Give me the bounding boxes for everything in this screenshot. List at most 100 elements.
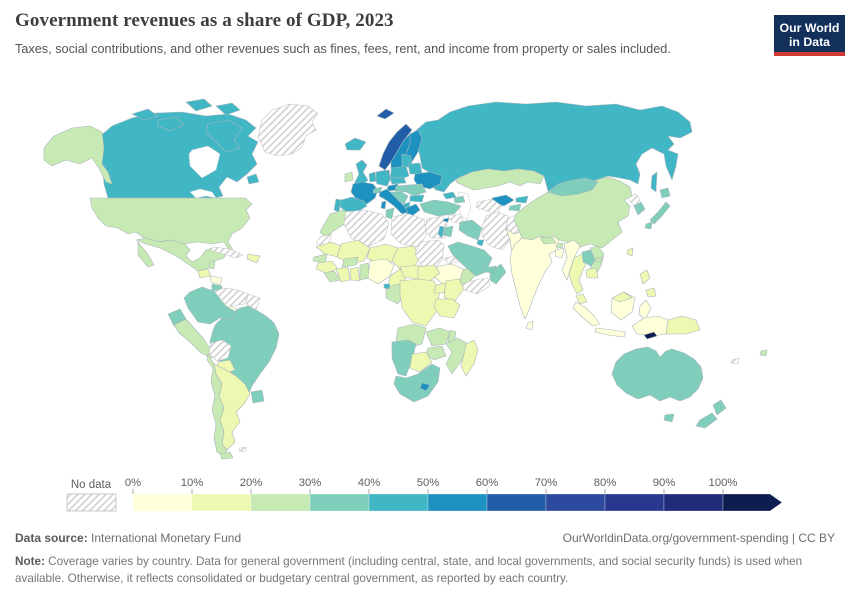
- country-venezuela[interactable]: [213, 287, 249, 307]
- country-azerbaijan[interactable]: [453, 195, 466, 204]
- country-uae[interactable]: [483, 265, 497, 274]
- legend-bin-0-10%[interactable]: [132, 493, 193, 512]
- country-mexico-baja[interactable]: [137, 241, 155, 268]
- country-malaysia-peninsula[interactable]: [575, 293, 588, 305]
- country-lesotho[interactable]: [419, 382, 431, 392]
- country-sumatra[interactable]: [572, 301, 601, 327]
- country-mongolia[interactable]: [547, 177, 599, 197]
- country-drc[interactable]: [399, 278, 441, 327]
- country-sri-lanka[interactable]: [525, 320, 534, 331]
- country-burkina-faso[interactable]: [341, 256, 359, 268]
- country-belize[interactable]: [208, 260, 216, 270]
- country-russia[interactable]: [413, 101, 693, 193]
- country-ivory-coast[interactable]: [335, 266, 351, 283]
- country-guatemala[interactable]: [197, 268, 212, 279]
- country-guinea[interactable]: [315, 260, 339, 274]
- country-nz-north[interactable]: [712, 399, 727, 416]
- country-malaysia-borneo[interactable]: [611, 291, 633, 303]
- country-colombia[interactable]: [183, 286, 237, 325]
- legend-bin-70-80%[interactable]: [545, 493, 606, 512]
- country-canada-newfoundland[interactable]: [246, 173, 260, 185]
- legend-bin-60-70%[interactable]: [486, 493, 547, 512]
- country-north-korea[interactable]: [627, 193, 641, 207]
- country-senegal[interactable]: [312, 253, 328, 264]
- country-saudi-arabia[interactable]: [447, 241, 493, 277]
- country-georgia[interactable]: [442, 191, 457, 200]
- country-java[interactable]: [594, 327, 627, 338]
- country-tanzania[interactable]: [433, 298, 461, 319]
- country-bangladesh[interactable]: [554, 247, 565, 259]
- country-nepal[interactable]: [539, 236, 557, 245]
- country-ghana[interactable]: [349, 266, 361, 282]
- country-turkey[interactable]: [419, 199, 462, 217]
- country-namibia[interactable]: [391, 339, 417, 377]
- country-mali[interactable]: [336, 239, 371, 265]
- country-madagascar[interactable]: [460, 339, 479, 377]
- country-papua-new-guinea[interactable]: [665, 315, 701, 335]
- legend-bin-100%+[interactable]: [722, 493, 783, 512]
- country-kazakhstan[interactable]: [455, 168, 545, 191]
- country-greenland[interactable]: [257, 103, 319, 157]
- country-guyanas[interactable]: [245, 293, 261, 311]
- country-botswana[interactable]: [409, 351, 433, 373]
- country-sudan[interactable]: [414, 239, 445, 271]
- country-romania[interactable]: [405, 183, 427, 197]
- country-kuwait[interactable]: [476, 239, 485, 247]
- legend-bin-40-50%[interactable]: [368, 493, 429, 512]
- country-south-africa[interactable]: [393, 363, 441, 403]
- country-uk[interactable]: [353, 159, 369, 187]
- country-philippines-mindanao[interactable]: [645, 287, 657, 298]
- country-eritrea[interactable]: [443, 255, 459, 265]
- country-benelux[interactable]: [368, 171, 377, 183]
- country-japan-kyushu[interactable]: [644, 221, 653, 230]
- country-south-korea[interactable]: [633, 201, 646, 216]
- country-japan-honshu[interactable]: [649, 201, 671, 225]
- country-finland[interactable]: [405, 129, 423, 163]
- country-canada-baffin[interactable]: [205, 119, 243, 153]
- country-mozambique[interactable]: [445, 337, 469, 375]
- country-ireland[interactable]: [344, 171, 354, 183]
- country-iraq[interactable]: [458, 219, 483, 241]
- country-usa[interactable]: [89, 197, 253, 258]
- country-cyprus[interactable]: [442, 217, 450, 223]
- country-tajikistan[interactable]: [508, 203, 522, 212]
- country-sardinia[interactable]: [380, 200, 387, 210]
- country-poland[interactable]: [389, 165, 410, 179]
- country-timor-leste[interactable]: [643, 331, 658, 340]
- country-jordan[interactable]: [442, 225, 454, 238]
- country-nz-south[interactable]: [695, 412, 718, 429]
- legend-bin-30-40%[interactable]: [309, 493, 370, 512]
- country-iran[interactable]: [481, 211, 511, 251]
- country-hispaniola[interactable]: [246, 253, 261, 264]
- no-data-swatch[interactable]: [66, 493, 117, 512]
- country-uruguay[interactable]: [250, 389, 265, 404]
- country-oman[interactable]: [489, 263, 507, 285]
- country-cuba[interactable]: [210, 246, 244, 259]
- country-hainan[interactable]: [595, 256, 603, 263]
- country-bolivia[interactable]: [208, 339, 232, 362]
- country-sakhalin[interactable]: [650, 171, 658, 193]
- country-equatorial-guinea[interactable]: [383, 283, 391, 290]
- country-new-caledonia[interactable]: [730, 357, 740, 365]
- legend-bin-80-90%[interactable]: [604, 493, 665, 512]
- country-france[interactable]: [350, 181, 379, 205]
- country-india[interactable]: [509, 235, 560, 320]
- country-belarus[interactable]: [407, 162, 423, 175]
- country-morocco[interactable]: [319, 209, 354, 238]
- legend-bin-50-60%[interactable]: [427, 493, 488, 512]
- country-yemen[interactable]: [461, 277, 491, 295]
- country-zambia[interactable]: [425, 327, 451, 347]
- country-kenya[interactable]: [443, 278, 465, 303]
- country-sulawesi[interactable]: [638, 299, 652, 321]
- country-kyrgyzstan[interactable]: [515, 195, 529, 204]
- citation-url[interactable]: OurWorldinData.org/government-spending |…: [562, 531, 835, 545]
- country-iceland[interactable]: [344, 137, 367, 151]
- country-taiwan[interactable]: [626, 247, 634, 257]
- country-uganda[interactable]: [433, 282, 447, 294]
- country-canada-arctic2[interactable]: [185, 98, 213, 112]
- country-japan-hokkaido[interactable]: [659, 187, 671, 199]
- country-canada-arctic3[interactable]: [215, 102, 241, 116]
- country-tasmania[interactable]: [663, 413, 675, 423]
- country-libya[interactable]: [390, 213, 428, 248]
- country-falklands[interactable]: [238, 446, 247, 453]
